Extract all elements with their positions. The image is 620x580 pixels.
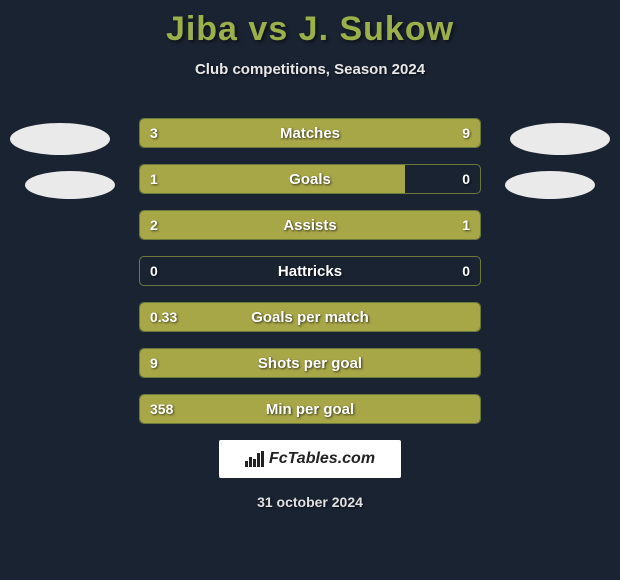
stat-row: 21Assists (139, 210, 481, 240)
stat-label: Assists (140, 211, 480, 239)
stat-label: Hattricks (140, 257, 480, 285)
player-right-placeholder-1 (510, 123, 610, 155)
stat-label: Goals per match (140, 303, 480, 331)
stat-label: Matches (140, 119, 480, 147)
stat-row: 00Hattricks (139, 256, 481, 286)
stat-label: Goals (140, 165, 480, 193)
logo-text: FcTables.com (269, 450, 375, 468)
stat-rows: 39Matches 10Goals 21Assists 00Hattricks 0.33… (139, 118, 481, 424)
stat-row: 0.33Goals per match (139, 302, 481, 332)
player-left-placeholder-2 (25, 171, 115, 199)
date-label: 31 october 2024 (0, 494, 620, 510)
comparison-chart: 39Matches 10Goals 21Assists 00Hattricks 0.33… (0, 118, 620, 424)
stat-label: Min per goal (140, 395, 480, 423)
stat-label: Shots per goal (140, 349, 480, 377)
player-right-placeholder-2 (505, 171, 595, 199)
chart-bars-icon (245, 451, 265, 467)
subtitle: Club competitions, Season 2024 (0, 61, 620, 78)
stat-row: 9Shots per goal (139, 348, 481, 378)
stat-row: 10Goals (139, 164, 481, 194)
stat-row: 358Min per goal (139, 394, 481, 424)
page-title: Jiba vs J. Sukow (0, 0, 620, 49)
stat-row: 39Matches (139, 118, 481, 148)
player-left-placeholder-1 (10, 123, 110, 155)
fctables-logo: FcTables.com (219, 440, 401, 478)
